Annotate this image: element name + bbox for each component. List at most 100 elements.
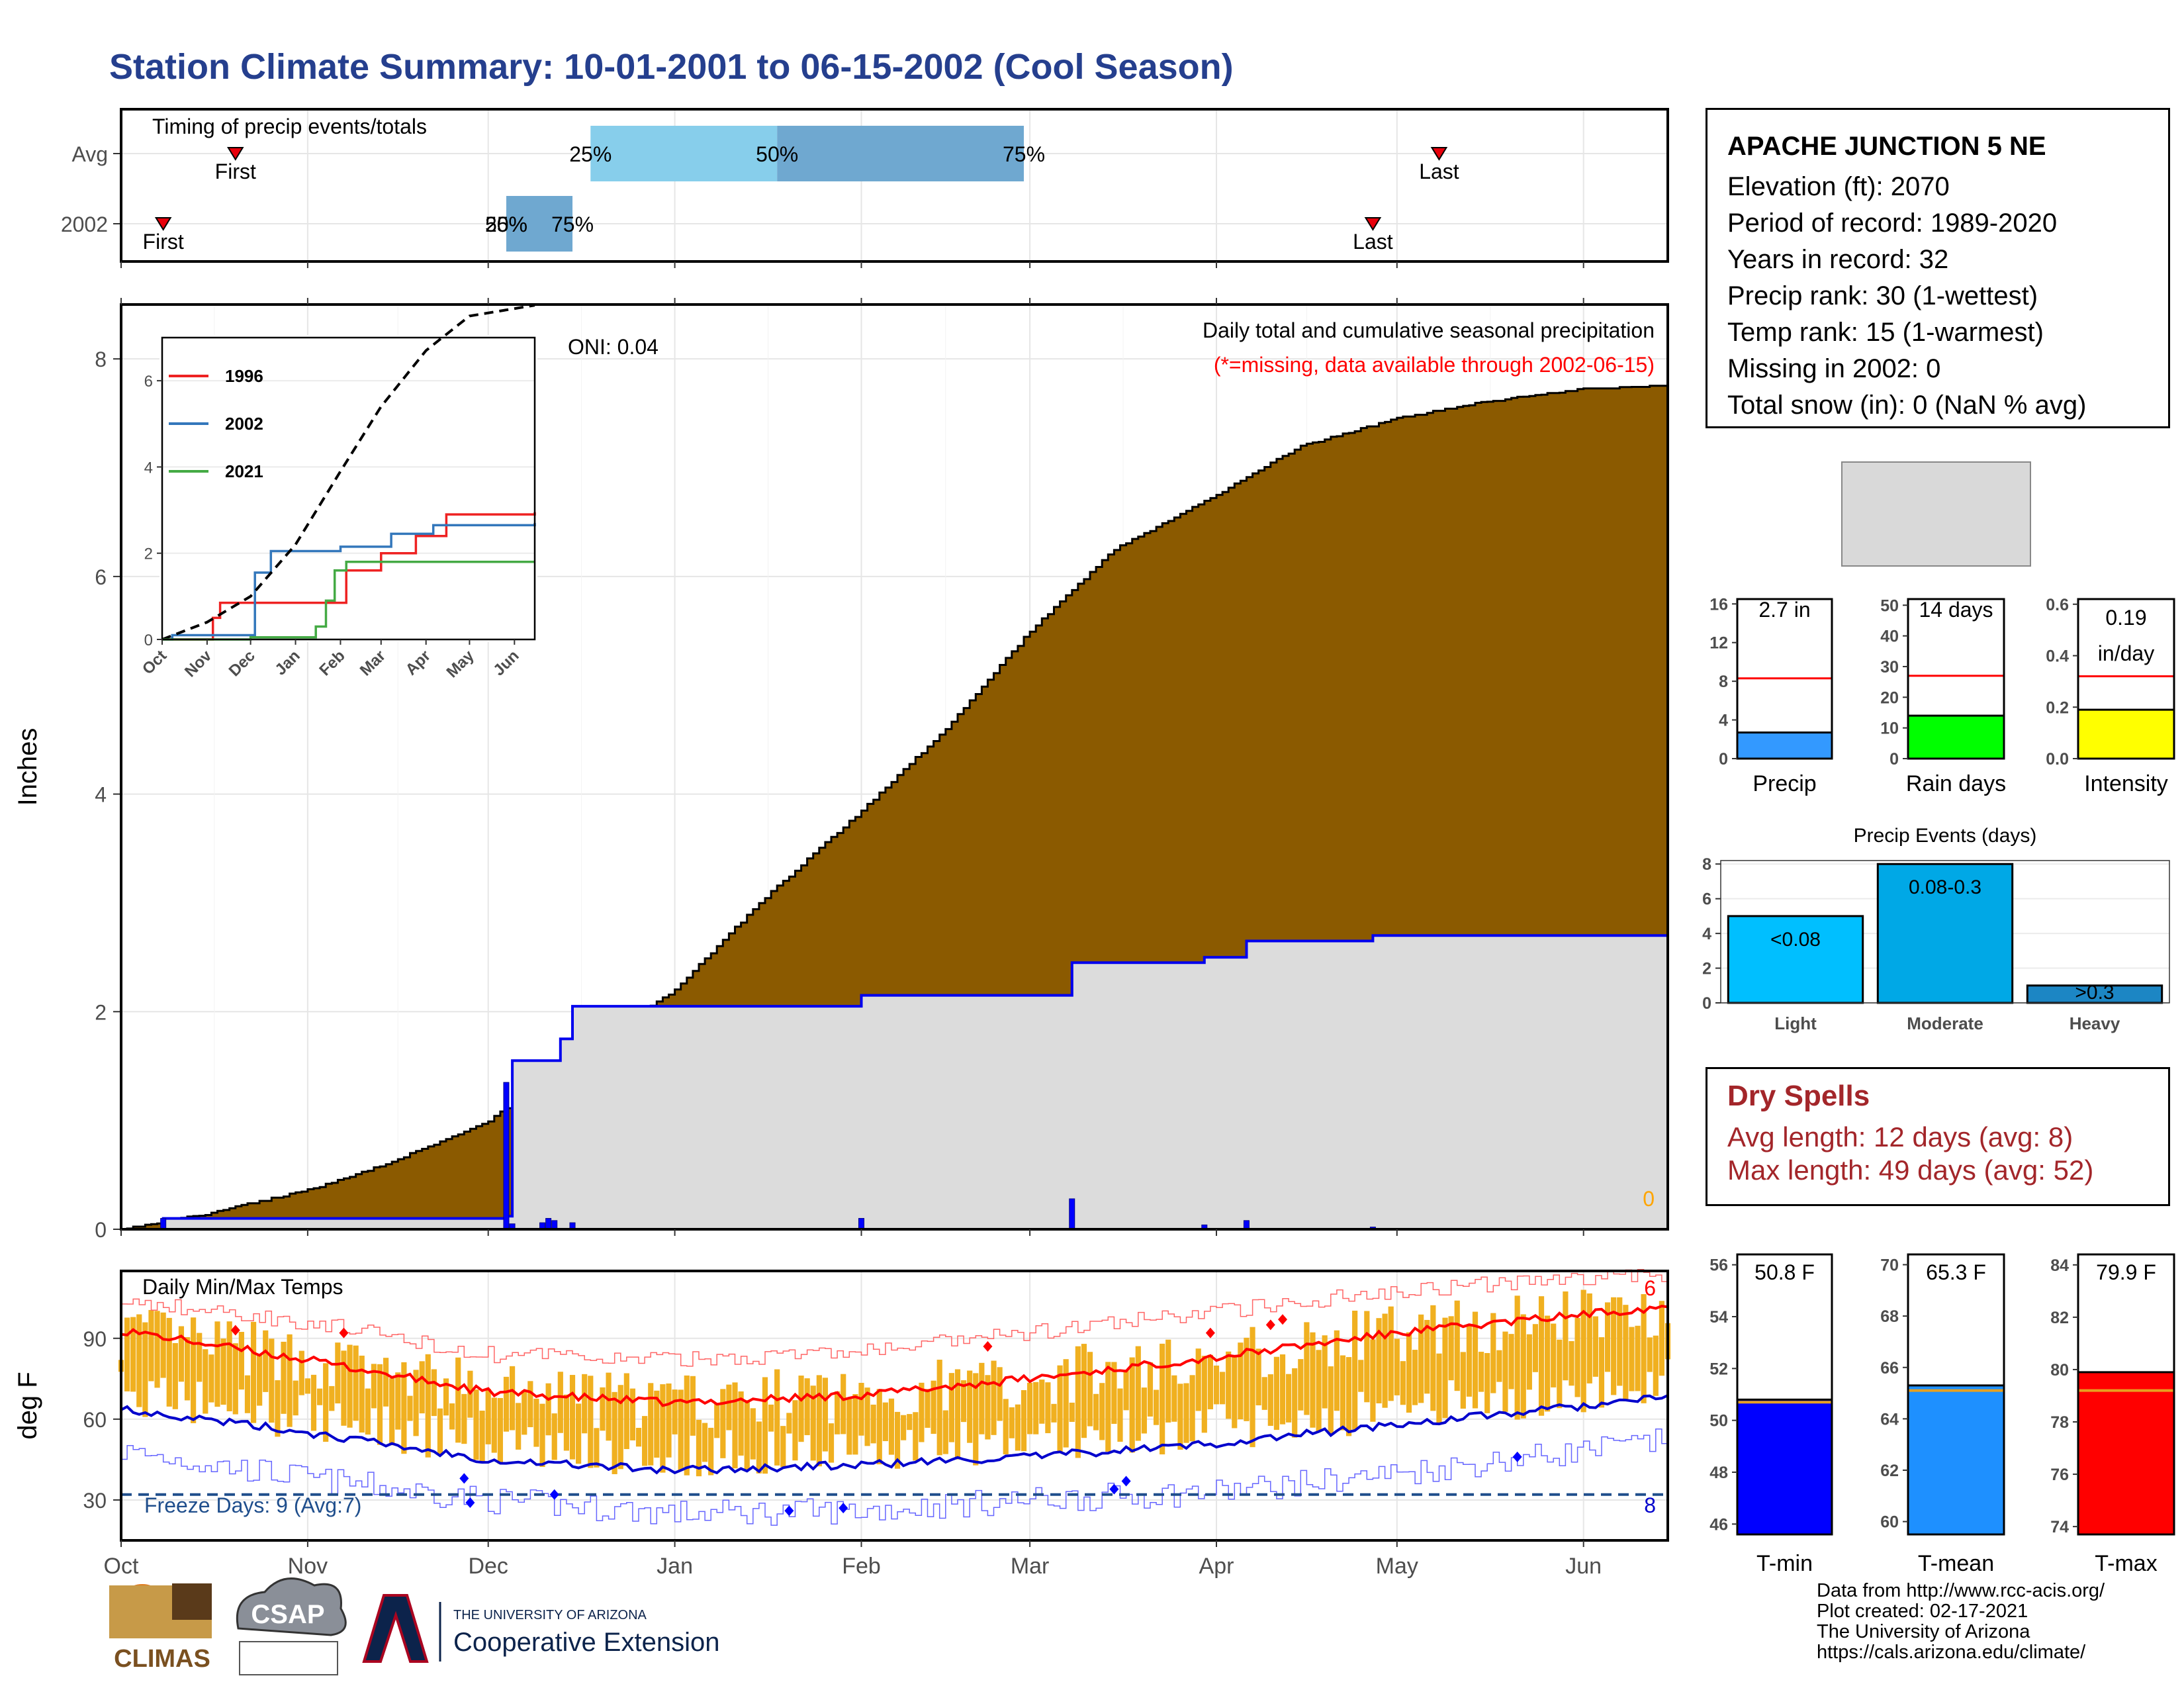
daily-temp-bar <box>1147 1362 1154 1417</box>
credits: Data from http://www.rcc-acis.org/Plot c… <box>1817 1581 2105 1663</box>
daily-temp-bar <box>220 1338 226 1405</box>
daily-temp-bar <box>919 1382 925 1442</box>
timing-p25-label: 25% <box>485 212 527 236</box>
summary-y-tick-label: 0.6 <box>2046 596 2069 614</box>
summary-value-label: 14 days <box>1919 598 1993 622</box>
summary-y-tick-label: 0.2 <box>2046 698 2069 717</box>
daily-temp-bar <box>1538 1296 1545 1416</box>
daily-temp-bar <box>539 1403 545 1468</box>
record-high-marker <box>1205 1327 1215 1338</box>
daily-temp-bar <box>485 1389 491 1444</box>
record-low-envelope <box>121 1429 1668 1526</box>
daily-temp-bar <box>1051 1403 1057 1423</box>
station-name: APACHE JUNCTION 5 NE <box>1727 132 2046 161</box>
daily-temp-bar <box>841 1374 846 1434</box>
station-line-missing: Missing in 2002: 0 <box>1727 354 1941 383</box>
daily-temp-bar <box>1286 1374 1292 1423</box>
timing-first-marker <box>226 147 244 161</box>
daily-temp-bar <box>1454 1300 1460 1391</box>
temp-x-tick-label: Dec <box>468 1554 508 1579</box>
map-frame <box>1841 461 2031 567</box>
daily-temp-bar <box>1569 1340 1574 1386</box>
daily-temp-bar <box>371 1364 377 1409</box>
daily-temp-bar <box>479 1411 485 1464</box>
daily-temp-bar <box>756 1421 762 1474</box>
daily-temp-bar <box>316 1388 323 1405</box>
daily-temp-bar <box>858 1383 864 1436</box>
daily-temp-bar <box>1345 1357 1352 1436</box>
daily-temp-bar <box>287 1334 293 1427</box>
daily-temp-bar <box>635 1427 642 1447</box>
daily-temp-bar <box>678 1389 684 1471</box>
record-high-count: 6 <box>1644 1276 1656 1300</box>
daily-temp-bar <box>594 1428 600 1468</box>
temp-summary-name: T-mean <box>1918 1551 1994 1576</box>
ua-logo-big-text: Cooperative Extension <box>453 1628 719 1657</box>
summary-y-tick-label: 50 <box>1880 596 1899 615</box>
precip-y-tick-label: 2 <box>95 1000 107 1024</box>
daily-temp-bar <box>654 1390 660 1458</box>
summary-y-tick-label: 0 <box>1719 750 1728 769</box>
daily-temp-bar <box>979 1362 985 1434</box>
daily-temp-bar <box>359 1355 365 1433</box>
summary-bar-name: Intensity <box>2084 771 2168 796</box>
summary-y-tick-label: 4 <box>1719 712 1728 730</box>
daily-temp-bar <box>136 1314 142 1407</box>
daily-temp-bar <box>1436 1353 1442 1424</box>
daily-temp-bar <box>184 1336 191 1401</box>
daily-temp-bar <box>617 1385 623 1470</box>
daily-temp-bar <box>1629 1327 1635 1391</box>
daily-temp-bar <box>720 1389 726 1458</box>
temp-summary-name: T-max <box>2095 1551 2157 1576</box>
daily-temp-bar <box>642 1416 648 1466</box>
summary-y-tick-label: 12 <box>1709 634 1728 653</box>
daily-temp-bar <box>1117 1388 1123 1442</box>
daily-temp-bar <box>401 1362 407 1454</box>
temp-summary-value: 50.8 F <box>1754 1260 1815 1284</box>
events-category-label: Heavy <box>2070 1013 2120 1033</box>
daily-temp-bar <box>1412 1350 1418 1405</box>
daily-temp-bar <box>702 1423 708 1462</box>
daily-temp-bar <box>1520 1314 1526 1419</box>
daily-temp-bar <box>1388 1306 1394 1401</box>
daily-temp-bar <box>1081 1344 1087 1438</box>
daily-temp-bar <box>545 1383 551 1436</box>
daily-temp-bar <box>1226 1351 1232 1419</box>
station-line-precip-rank: Precip rank: 30 (1-wettest) <box>1727 281 2038 310</box>
record-high-marker <box>230 1325 240 1336</box>
daily-temp-bar <box>1532 1324 1539 1372</box>
daily-temp-bar <box>1418 1314 1424 1403</box>
events-bar-label: >0.3 <box>2075 982 2114 1004</box>
credit-line: Plot created: 02-17-2021 <box>1817 1601 2028 1622</box>
timing-p75-label: 75% <box>551 212 594 236</box>
daily-temp-bar <box>1448 1316 1454 1381</box>
daily-temp-bar <box>997 1367 1003 1421</box>
daily-temp-bar <box>774 1369 780 1466</box>
temp-summary-frame <box>1736 1253 1833 1536</box>
summary-bar-0 <box>1736 731 1833 760</box>
daily-temp-bar <box>1653 1335 1659 1396</box>
daily-temp-bar <box>1261 1377 1267 1410</box>
daily-temp-bar <box>443 1378 449 1416</box>
daily-temp-bar <box>1340 1355 1346 1430</box>
daily-temp-bar <box>991 1360 997 1435</box>
daily-temp-bar <box>1009 1407 1015 1438</box>
daily-temp-bar <box>901 1415 907 1440</box>
temp-summary-value: 65.3 F <box>1926 1260 1986 1284</box>
daily-temp-bar <box>563 1394 570 1451</box>
events-category-label: Moderate <box>1907 1013 1983 1033</box>
record-high-envelope <box>121 1268 1668 1367</box>
station-line-elevation: Elevation (ft): 2070 <box>1727 172 1950 201</box>
precip-y-tick-label: 0 <box>95 1218 107 1242</box>
daily-temp-bar <box>203 1349 208 1414</box>
daily-temp-bar <box>750 1408 756 1460</box>
daily-temp-bar <box>786 1413 792 1434</box>
station-line-period: Period of record: 1989-2020 <box>1727 209 2058 238</box>
daily-temp-bar <box>214 1321 220 1407</box>
daily-temp-bar <box>335 1342 341 1404</box>
daily-temp-bar <box>942 1410 948 1454</box>
daily-temp-bar <box>232 1343 238 1415</box>
daily-temp-bar <box>160 1312 166 1378</box>
daily-temp-bar <box>1502 1331 1508 1412</box>
daily-temp-bar <box>1635 1325 1641 1391</box>
